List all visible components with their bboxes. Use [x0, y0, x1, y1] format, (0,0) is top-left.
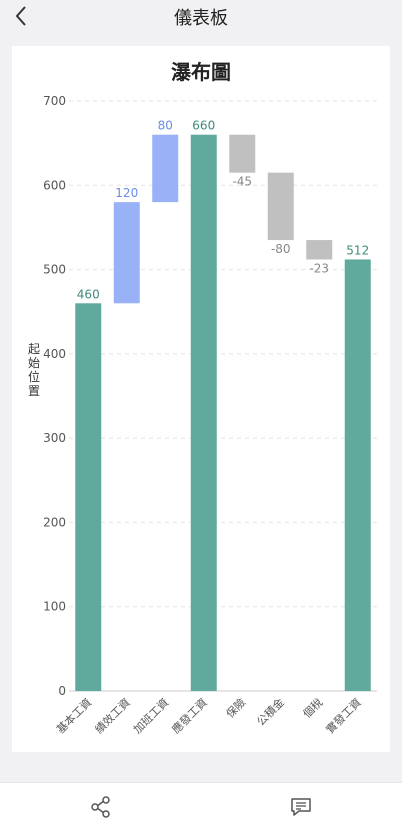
data-label: 80 — [158, 119, 173, 133]
y-tick-label: 700 — [43, 94, 66, 108]
y-tick-label: 200 — [43, 515, 66, 529]
y-tick-label: 600 — [43, 178, 66, 192]
x-tick-label: 績效工資 — [92, 695, 133, 736]
y-tick-label: 500 — [43, 263, 66, 277]
y-tick-label: 100 — [43, 600, 66, 614]
bar — [229, 134, 256, 173]
bar — [190, 134, 217, 691]
x-tick-label: 加班工資 — [131, 696, 171, 736]
header-bar: 儀表板 — [0, 0, 402, 34]
share-icon[interactable] — [89, 795, 113, 819]
data-label: 660 — [192, 119, 215, 133]
bar — [267, 172, 294, 241]
data-label: -23 — [309, 261, 329, 275]
data-label: -45 — [232, 175, 252, 189]
bar — [344, 259, 371, 691]
y-tick-label: 400 — [43, 347, 66, 361]
data-label: -80 — [271, 242, 291, 256]
bar — [113, 202, 140, 304]
bar — [152, 134, 179, 203]
page-title: 儀表板 — [174, 8, 228, 29]
footer-bar — [0, 782, 402, 833]
waterfall-chart: 0 100 200 300 400 500 600 700 起始位置 460 基本工資 120 績效工資… — [28, 94, 377, 736]
x-tick-label: 公積金 — [254, 695, 287, 728]
chart-title: 瀑布圖 — [171, 60, 231, 84]
bar — [306, 240, 333, 260]
x-tick-label: 應發工資 — [169, 695, 210, 736]
comment-icon[interactable] — [289, 795, 313, 819]
chart-card: 瀑布圖 0 100 200 300 400 500 600 700 起始位置 460 基本工資 120… — [12, 46, 390, 752]
x-tick-label: 實發工資 — [323, 695, 364, 736]
chevron-left-icon[interactable] — [8, 2, 36, 30]
x-tick-label: 保險 — [223, 695, 248, 720]
bar — [75, 303, 102, 691]
data-label: 512 — [346, 243, 369, 257]
data-label: 120 — [115, 186, 138, 200]
y-tick-label: 0 — [58, 684, 66, 698]
x-tick-label: 個稅 — [301, 696, 326, 721]
data-label: 460 — [77, 287, 100, 301]
y-axis-label: 起始位置 — [28, 342, 40, 398]
y-tick-label: 300 — [43, 431, 66, 445]
x-tick-label: 基本工資 — [53, 695, 94, 736]
